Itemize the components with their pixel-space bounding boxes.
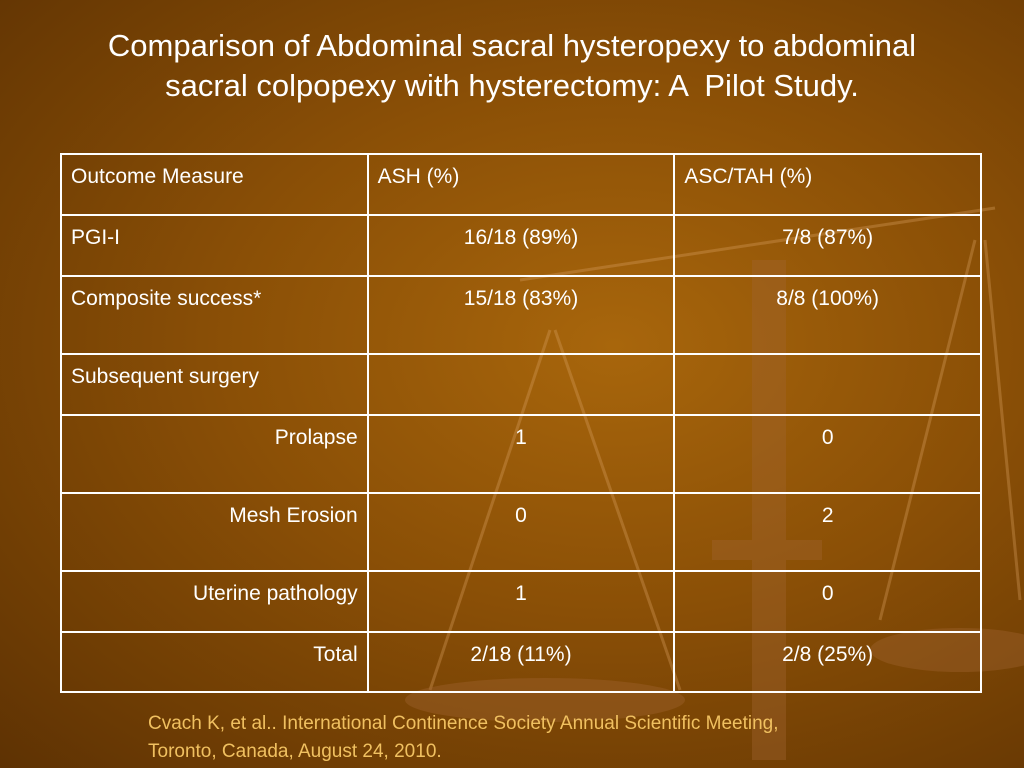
results-table: Outcome Measure ASH (%) ASC/TAH (%) PGI-I 16…: [60, 153, 982, 693]
citation: Cvach K, et al.. International Continenc…: [148, 710, 779, 766]
title-line: Comparison of Abdominal sacral hysterope…: [107, 28, 917, 63]
citation-line: Toronto, Canada, August 24, 2010.: [148, 741, 442, 762]
table-cell: Prolapse: [60, 414, 369, 494]
table-cell: 2: [673, 492, 982, 572]
table-row: Composite success* 15/18 (83%) 8/8 (100%): [60, 275, 982, 355]
table-cell: 2/8 (25%): [673, 631, 982, 693]
table-row: Prolapse 1 0: [60, 414, 982, 494]
table-cell: 2/18 (11%): [366, 631, 676, 693]
table-cell: Composite success*: [60, 275, 369, 355]
title-line: sacral colpopexy with hysterectomy: A Pi…: [165, 68, 859, 103]
table-cell: Subsequent surgery: [60, 353, 369, 416]
citation-line: Cvach K, et al.. International Continenc…: [148, 713, 779, 734]
table-row: Mesh Erosion 0 2: [60, 492, 982, 572]
table-cell: PGI-I: [60, 214, 369, 277]
table-row: Outcome Measure ASH (%) ASC/TAH (%): [60, 153, 982, 216]
header-cell: Outcome Measure: [60, 153, 369, 216]
table-cell: 0: [673, 570, 982, 633]
table-cell: 0: [366, 492, 676, 572]
table-row: Total 2/18 (11%) 2/8 (25%): [60, 631, 982, 693]
table-cell: [366, 353, 676, 416]
table-cell: 16/18 (89%): [366, 214, 676, 277]
table-cell: 8/8 (100%): [673, 275, 982, 355]
header-cell: ASC/TAH (%): [673, 153, 982, 216]
table-cell: Mesh Erosion: [60, 492, 369, 572]
table-row: PGI-I 16/18 (89%) 7/8 (87%): [60, 214, 982, 277]
table-cell: [673, 353, 982, 416]
table-cell: 1: [366, 570, 676, 633]
table-cell: 1: [366, 414, 676, 494]
table-cell: Uterine pathology: [60, 570, 369, 633]
header-cell: ASH (%): [366, 153, 676, 216]
table-cell: 7/8 (87%): [673, 214, 982, 277]
table-cell: Total: [60, 631, 369, 693]
slide-title: Comparison of Abdominal sacral hysterope…: [0, 26, 1024, 106]
table-row: Subsequent surgery: [60, 353, 982, 416]
table-row: Uterine pathology 1 0: [60, 570, 982, 633]
table-cell: 15/18 (83%): [366, 275, 676, 355]
table-cell: 0: [673, 414, 982, 494]
